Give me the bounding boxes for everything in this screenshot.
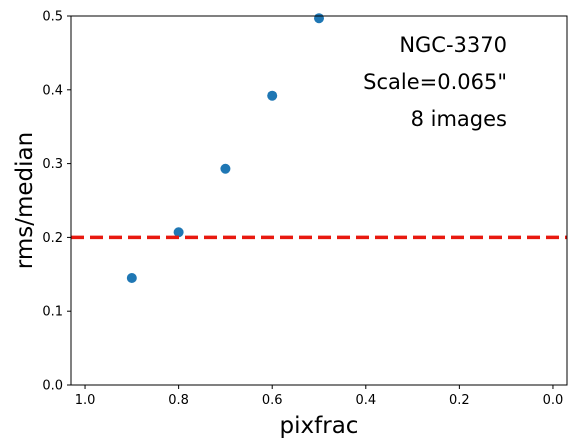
y-axis: 0.0 0.1 0.2 0.3 0.4 0.5 [42,10,71,394]
annotation-image-count: 8 images [411,107,507,131]
y-tick-label: 0.4 [42,83,63,98]
x-tick-label: 0.0 [543,393,564,408]
y-tick-label: 0.1 [42,305,63,320]
data-point [267,90,278,101]
x-axis-title: pixfrac [280,413,359,439]
annotation-scale: Scale=0.065" [363,70,507,94]
y-tick-label: 0.2 [42,231,63,246]
y-axis-title: rms/median [12,132,38,269]
plot-frame [70,15,568,386]
data-layer [126,13,324,283]
y-tick-label: 0.3 [42,157,63,172]
y-tick-label: 0.5 [42,10,63,25]
data-point [220,163,231,174]
x-tick-label: 0.6 [262,393,283,408]
x-tick-label: 1.0 [75,393,96,408]
x-tick-label: 0.4 [355,393,376,408]
data-point [173,227,184,238]
x-tick-label: 0.2 [449,393,470,408]
data-point [314,13,324,24]
data-point [126,272,137,283]
x-axis: 1.0 0.8 0.6 0.4 0.2 0.0 [75,385,564,408]
annotation-galaxy: NGC-3370 [399,33,507,57]
x-tick-label: 0.8 [168,393,189,408]
y-tick-label: 0.0 [42,379,63,394]
